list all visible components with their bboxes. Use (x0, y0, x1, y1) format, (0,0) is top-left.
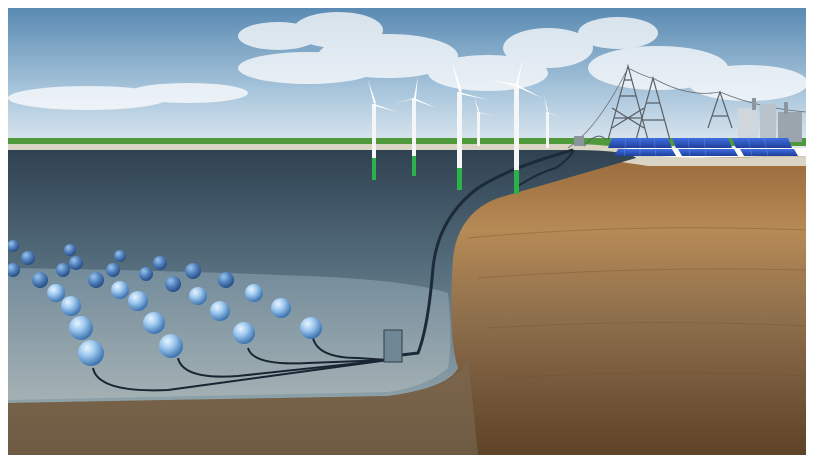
sphere (153, 256, 167, 270)
sphere (69, 256, 83, 270)
power-plant (738, 98, 802, 142)
sphere (61, 296, 81, 316)
sphere (185, 263, 201, 279)
wind-turbine (490, 58, 542, 194)
sphere (21, 251, 35, 265)
junction-box (383, 329, 403, 363)
sphere (106, 263, 120, 277)
sphere (111, 281, 129, 299)
sphere (300, 317, 322, 339)
sphere (139, 267, 153, 281)
wind-turbine (468, 96, 494, 146)
sphere (210, 301, 230, 321)
wind-turbine (438, 62, 488, 190)
sphere (88, 272, 104, 288)
storage-spheres (8, 240, 322, 366)
sphere (271, 298, 291, 318)
wind-turbine (536, 96, 562, 148)
sphere (32, 272, 48, 288)
sphere (8, 240, 19, 252)
wind-turbine (392, 76, 436, 176)
sphere (69, 316, 93, 340)
sphere (218, 272, 234, 288)
solar-panels (608, 137, 798, 157)
horizon-grass (8, 138, 806, 146)
sphere (128, 291, 148, 311)
wind-turbines (358, 58, 562, 194)
sphere (56, 263, 70, 277)
sphere (233, 322, 255, 344)
sphere (143, 312, 165, 334)
turbine-link-cable (517, 149, 575, 187)
wind-turbine (358, 80, 398, 180)
illustration (8, 8, 806, 455)
energy-storage-scene (8, 8, 806, 455)
sphere (159, 334, 183, 358)
sphere (165, 276, 181, 292)
sphere (47, 284, 65, 302)
sphere (78, 340, 104, 366)
sphere (8, 263, 20, 277)
sphere (64, 244, 76, 256)
sphere (189, 287, 207, 305)
shore-structures (574, 135, 607, 147)
sphere (114, 250, 126, 262)
sediment-layer (8, 358, 478, 455)
sphere (245, 284, 263, 302)
sphere-cables (92, 337, 389, 392)
